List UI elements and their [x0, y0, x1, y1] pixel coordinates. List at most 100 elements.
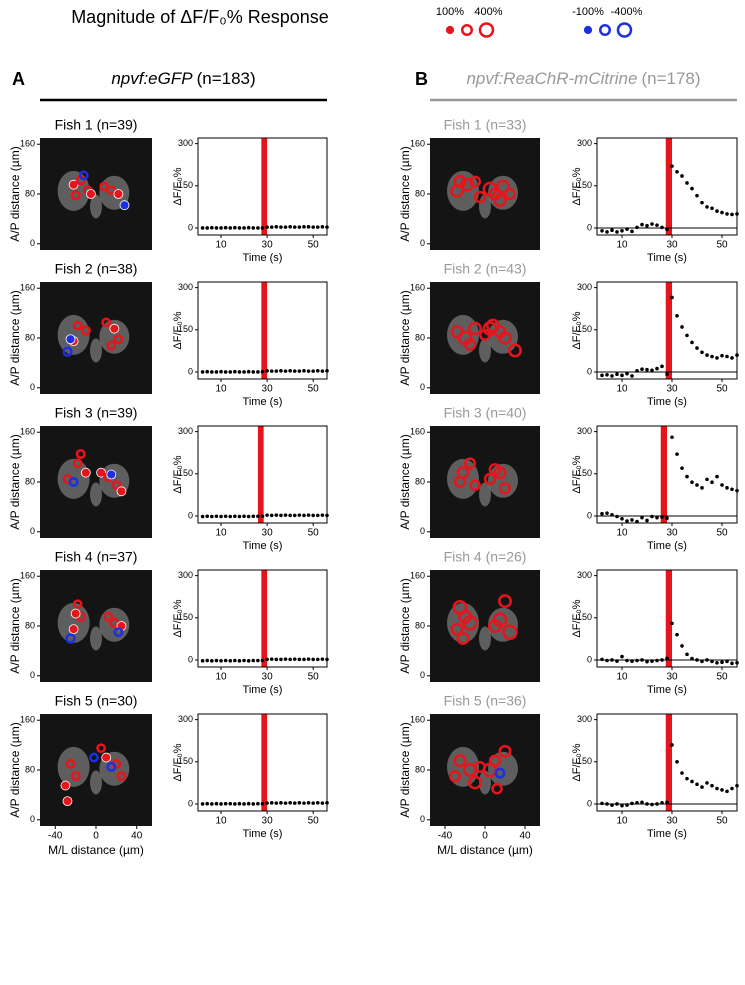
cell: [68, 624, 79, 635]
trace-point: [237, 514, 242, 519]
trace-point: [650, 368, 654, 373]
trace-point: [223, 801, 228, 806]
y-axis-label: A/P distance (µm): [398, 578, 412, 673]
trace-point: [665, 800, 669, 805]
trace-point: [214, 658, 219, 663]
trace-point: [680, 325, 684, 329]
trace-point: [735, 353, 739, 357]
plot-frame: [197, 713, 328, 812]
y-tick-label: 0: [420, 382, 425, 392]
trace-point: [675, 313, 679, 318]
trace-point: [665, 516, 669, 521]
y-tick-label: 0: [420, 670, 425, 680]
trace-point: [256, 226, 260, 230]
trace-point: [735, 488, 739, 493]
y-tick-label: 300: [178, 714, 193, 724]
trace-point: [665, 656, 669, 661]
cell: [462, 615, 478, 631]
trace-point: [660, 515, 664, 519]
cell: [496, 179, 510, 194]
x-tick-label: 50: [308, 528, 320, 539]
y-tick-label: 150: [178, 756, 193, 766]
x-tick-label: 10: [215, 528, 227, 539]
trace-point: [710, 206, 714, 211]
figure-title: Magnitude of ΔF/F₀% Response: [71, 7, 329, 27]
x-axis-label: Time (s): [647, 540, 687, 552]
trace-point: [655, 802, 659, 806]
y-tick-label: 0: [587, 798, 592, 808]
trace-point: [660, 364, 664, 369]
trace-point: [306, 513, 311, 517]
trace-point: [242, 658, 246, 663]
trace-point: [705, 658, 709, 662]
tissue: [479, 338, 491, 363]
trace-point: [600, 657, 604, 662]
y-tick-label: 300: [577, 570, 592, 580]
fish-label: Fish 3 (n=40): [444, 405, 527, 421]
fish-label: Fish 4 (n=26): [444, 549, 527, 565]
trace-point: [710, 480, 714, 485]
y-axis-label: A/P distance (µm): [8, 578, 22, 673]
cell: [65, 633, 76, 644]
y-tick-label: 300: [577, 138, 592, 148]
trace-point: [655, 223, 659, 227]
trace-point: [200, 802, 205, 806]
x-axis-label: M/L distance (µm): [437, 843, 533, 857]
trace-point: [615, 372, 619, 377]
y-tick-label: 0: [30, 526, 35, 536]
y-tick-label: 300: [178, 138, 193, 148]
cell: [80, 325, 91, 336]
trace-point: [233, 225, 237, 230]
y-tick-label: 80: [415, 188, 425, 198]
cell: [508, 343, 522, 358]
trace-point: [233, 514, 237, 519]
trace-point: [730, 786, 734, 791]
trace-point: [274, 657, 279, 662]
trace-point: [680, 771, 684, 775]
tissue: [90, 482, 102, 507]
trace-point: [615, 659, 619, 663]
trace-point: [690, 656, 694, 661]
trace-point: [700, 659, 704, 664]
trace-point: [320, 369, 325, 373]
panel-title: npvf:eGFP (n=183): [111, 69, 255, 88]
trace-point: [260, 369, 265, 374]
trace-point: [660, 801, 664, 805]
y-axis-label: A/P distance (µm): [8, 434, 22, 529]
trace-point: [311, 369, 315, 373]
trace-point: [228, 659, 233, 663]
panel-title: npvf:ReaChR-mCitrine (n=178): [466, 69, 700, 88]
trace-point: [685, 181, 689, 185]
trace-point: [705, 353, 709, 357]
trace-point: [210, 514, 214, 519]
x-tick-label: 50: [716, 816, 728, 827]
x-axis-label: Time (s): [647, 396, 687, 408]
trace-point: [660, 658, 664, 662]
fish-label: Fish 5 (n=30): [55, 693, 138, 709]
cell: [491, 782, 503, 795]
trace-point: [205, 369, 210, 374]
x-tick-label: 30: [262, 240, 274, 251]
trace-point: [720, 483, 724, 487]
trace-point: [205, 801, 210, 806]
legend-marker: [461, 24, 473, 36]
y-axis-label: ΔF/F₀%: [571, 167, 583, 205]
trace-point: [200, 370, 205, 374]
trace-point: [223, 225, 228, 230]
legend-marker: [599, 24, 611, 36]
trace-point: [645, 659, 649, 664]
micrograph: [40, 426, 152, 538]
cell: [111, 480, 122, 491]
trace-point: [283, 369, 288, 373]
trace-point: [680, 644, 684, 648]
trace-point: [715, 786, 719, 791]
trace-point: [600, 801, 604, 806]
y-tick-label: 0: [420, 814, 425, 824]
trace-point: [700, 200, 704, 205]
trace-point: [265, 225, 269, 229]
trace-point: [302, 369, 306, 373]
y-tick-label: 300: [577, 714, 592, 724]
cell: [502, 624, 518, 640]
trace-point: [205, 658, 210, 663]
